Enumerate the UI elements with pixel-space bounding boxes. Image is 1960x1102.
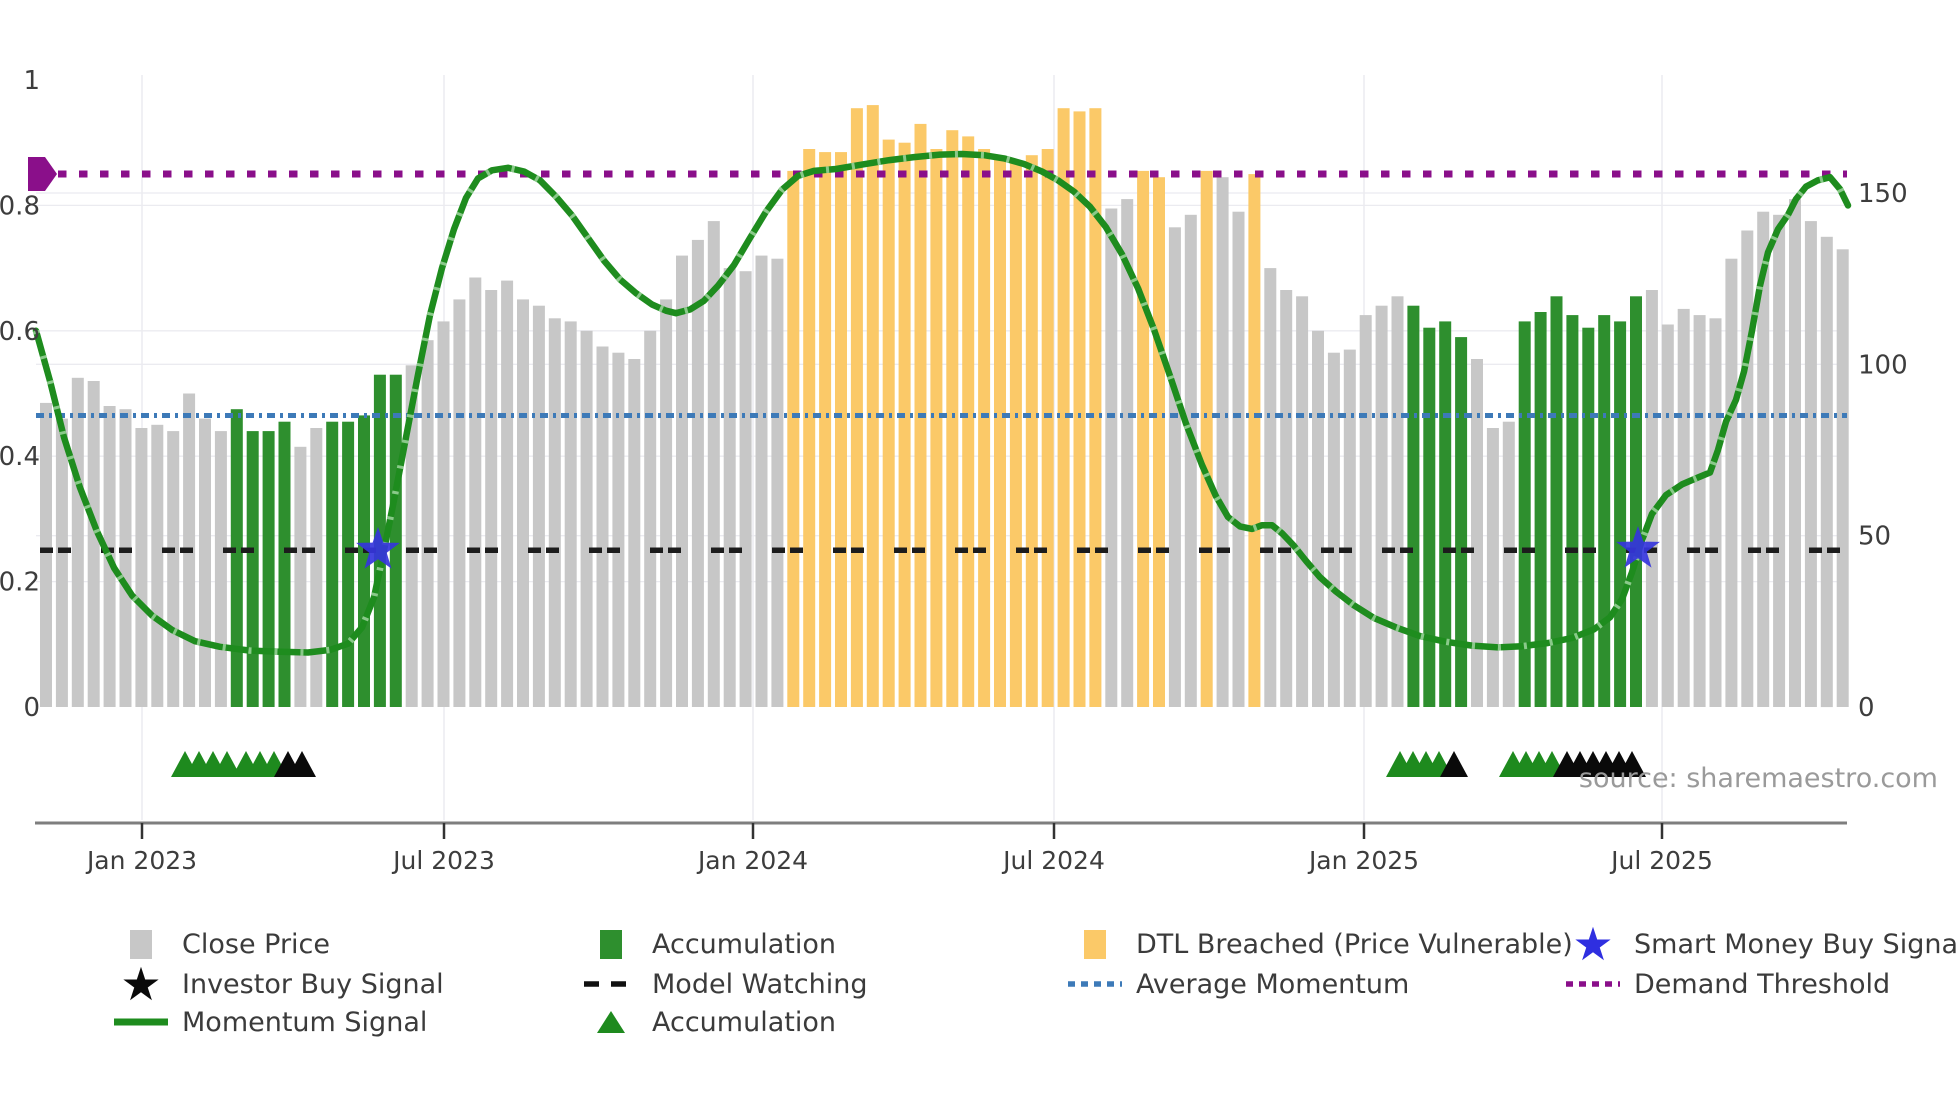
legend-label: Smart Money Buy Signal xyxy=(1634,928,1960,960)
blue-dotted-line-icon xyxy=(1066,962,1124,1006)
chart-plot-area: Jan 2023 Jul 2023 Jan 2024 Jul 2024 Jan 2025… xyxy=(0,66,1908,875)
legend-label: Accumulation xyxy=(652,928,836,960)
svg-text:Jan 2024: Jan 2024 xyxy=(696,846,808,875)
legend-item-dtl-breached: DTL Breached (Price Vulnerable) xyxy=(1066,922,1573,966)
legend-item-accumulation-bar: Accumulation xyxy=(582,922,836,966)
legend-label: Model Watching xyxy=(652,968,868,1000)
close-price-swatch-icon xyxy=(130,929,152,959)
legend-label: DTL Breached (Price Vulnerable) xyxy=(1136,928,1573,960)
green-triangle-icon xyxy=(582,1000,640,1044)
svg-text:0.2: 0.2 xyxy=(0,568,40,598)
legend-item-demand-threshold: Demand Threshold xyxy=(1564,962,1890,1006)
legend-label: Demand Threshold xyxy=(1634,968,1891,1000)
blue-star-icon: ★ xyxy=(1572,917,1614,971)
legend-item-accumulation-triangle: Accumulation xyxy=(582,1000,836,1044)
purple-dotted-line-icon xyxy=(1564,962,1622,1006)
legend-item-investor-buy-signal: ★ Investor Buy Signal xyxy=(112,957,444,1011)
legend-item-close-price: Close Price xyxy=(112,922,330,966)
black-star-icon: ★ xyxy=(120,957,162,1011)
legend-label: Accumulation xyxy=(652,1006,836,1038)
accumulation-swatch-icon xyxy=(600,929,622,959)
momentum-line-icon xyxy=(112,1000,170,1044)
legend-label: Momentum Signal xyxy=(182,1006,428,1038)
svg-text:0.6: 0.6 xyxy=(0,317,40,347)
svg-text:Jan 2023: Jan 2023 xyxy=(85,846,197,875)
dashed-line-icon xyxy=(582,962,640,1006)
legend-item-model-watching: Model Watching xyxy=(582,962,867,1006)
dtl-swatch-icon xyxy=(1084,929,1106,959)
source-note: source: sharemaestro.com xyxy=(1578,763,1938,794)
legend-item-momentum-signal: Momentum Signal xyxy=(112,1000,427,1044)
svg-text:100: 100 xyxy=(1858,350,1908,380)
legend-label: Investor Buy Signal xyxy=(182,968,444,1000)
legend-item-average-momentum: Average Momentum xyxy=(1066,962,1409,1006)
legend-label: Close Price xyxy=(182,928,330,960)
svg-text:Jul 2025: Jul 2025 xyxy=(1609,846,1713,875)
svg-text:Jul 2024: Jul 2024 xyxy=(1001,846,1105,875)
legend-item-smart-money-buy-signal: ★ Smart Money Buy Signal xyxy=(1564,917,1960,971)
legend-label: Average Momentum xyxy=(1136,968,1410,1000)
svg-text:150: 150 xyxy=(1858,179,1908,209)
svg-text:Jan 2025: Jan 2025 xyxy=(1307,846,1419,875)
svg-text:Jul 2023: Jul 2023 xyxy=(391,846,495,875)
svg-text:1: 1 xyxy=(23,66,40,96)
svg-text:0: 0 xyxy=(23,693,40,723)
svg-text:0: 0 xyxy=(1858,693,1875,723)
svg-text:50: 50 xyxy=(1858,522,1891,552)
svg-text:0.8: 0.8 xyxy=(0,191,40,221)
svg-text:0.4: 0.4 xyxy=(0,442,40,472)
